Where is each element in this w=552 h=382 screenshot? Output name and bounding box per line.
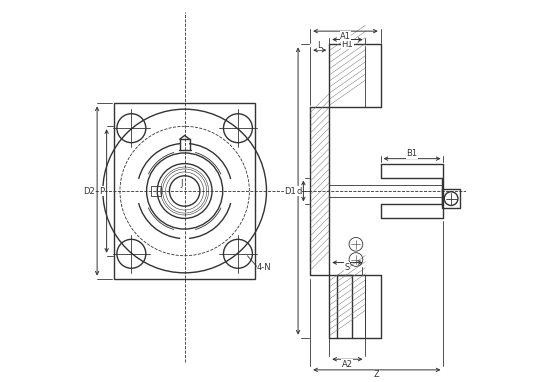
- Text: B1: B1: [406, 149, 418, 158]
- Bar: [442, 189, 460, 208]
- Text: A2: A2: [342, 360, 353, 369]
- Text: J: J: [181, 179, 183, 188]
- Text: H1: H1: [342, 40, 353, 49]
- Text: P: P: [99, 186, 104, 196]
- Bar: [151, 186, 161, 196]
- Text: L: L: [317, 41, 322, 50]
- Text: D2: D2: [83, 186, 94, 196]
- Text: d: d: [296, 186, 301, 196]
- Text: S: S: [345, 262, 350, 272]
- Text: Z: Z: [374, 370, 380, 379]
- Text: A1: A1: [340, 32, 351, 40]
- Text: 4-N: 4-N: [257, 262, 272, 272]
- Bar: [114, 104, 255, 278]
- Text: D1: D1: [285, 186, 296, 196]
